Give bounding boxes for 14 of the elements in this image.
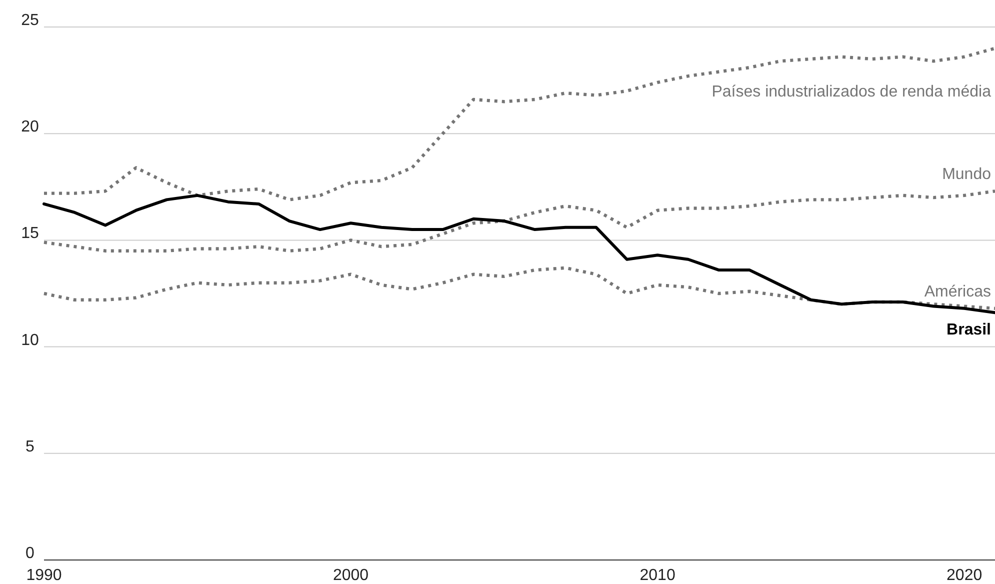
y-tick-label: 10 [21, 332, 39, 349]
x-tick-label: 2000 [332, 567, 369, 584]
series-label: Mundo [942, 166, 992, 184]
series-label: Brasil [946, 322, 991, 339]
x-tick-label: 1990 [26, 567, 62, 584]
y-tick-label: 0 [26, 545, 35, 562]
y-tick-label: 20 [21, 118, 39, 136]
series-label: Países industrializados de renda média [712, 83, 992, 100]
y-tick-label: 15 [21, 225, 39, 242]
series-label: Américas [924, 283, 991, 300]
x-tick-label: 2010 [640, 567, 676, 584]
y-tick-label: 5 [26, 438, 35, 456]
x-tick-label: 2020 [946, 567, 982, 584]
y-tick-label: 25 [21, 12, 39, 29]
